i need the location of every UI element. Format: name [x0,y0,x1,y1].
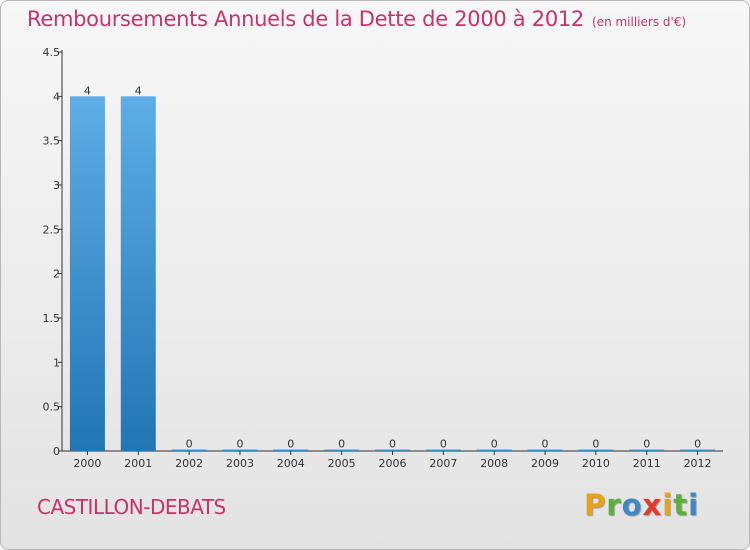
chart-title-text: Remboursements Annuels de la Dette de 20… [27,7,584,31]
logo-letter: t [673,488,689,522]
data-label: 0 [643,438,650,451]
bar [273,449,309,451]
bar [425,449,461,451]
x-tick-label: 2001 [124,457,152,470]
x-tick-label: 2002 [175,457,203,470]
logo-letter: x [642,488,663,522]
logo-letter: o [621,488,643,522]
bar [578,449,614,451]
x-tick-label: 2011 [633,457,661,470]
bar [680,449,716,451]
data-label: 0 [491,438,498,451]
y-tick-label: 1 [53,356,60,369]
logo-letter: i [688,488,700,522]
data-label: 0 [389,438,396,451]
x-tick-label: 2007 [429,457,457,470]
data-label: 0 [542,438,549,451]
y-tick-label: 2.5 [43,223,61,236]
data-label: 0 [186,438,193,451]
bar [527,449,563,451]
x-tick-label: 2010 [582,457,610,470]
y-tick-label: 0 [53,445,60,458]
data-label: 4 [135,84,142,97]
y-tick-label: 4 [53,90,60,103]
data-label: 4 [84,84,91,97]
logo-letter: i [662,488,674,522]
x-tick-label: 2009 [531,457,559,470]
data-label: 0 [236,438,243,451]
y-tick-label: 0.5 [43,401,61,414]
x-tick-label: 2012 [684,457,712,470]
x-tick-label: 2003 [226,457,254,470]
x-tick-label: 2004 [277,457,305,470]
y-tick-label: 4.5 [43,46,61,59]
bar [222,449,258,451]
bar [476,449,512,451]
data-label: 0 [592,438,599,451]
y-tick-label: 1.5 [43,312,61,325]
data-label: 0 [440,438,447,451]
logo-letter: r [606,488,622,522]
y-tick-label: 2 [53,268,60,281]
proxiti-logo[interactable]: Proxiti [584,488,699,522]
bar [375,449,410,451]
x-tick-label: 2006 [379,457,407,470]
commune-name: CASTILLON-DEBATS [37,495,226,519]
chart-subtitle: (en milliers d'€) [592,15,687,29]
chart-title: Remboursements Annuels de la Dette de 20… [27,7,686,31]
data-label: 0 [287,438,294,451]
y-tick-label: 3 [53,179,60,192]
logo-letter: P [584,488,607,522]
y-tick-label: 3.5 [43,135,61,148]
bar [629,449,665,451]
data-label: 0 [694,438,701,451]
x-tick-label: 2000 [73,457,101,470]
bar [69,96,105,451]
data-label: 0 [338,438,345,451]
x-tick-label: 2008 [480,457,508,470]
bar [171,449,207,451]
x-tick-label: 2005 [328,457,356,470]
bar [120,96,156,451]
bar [324,449,360,451]
